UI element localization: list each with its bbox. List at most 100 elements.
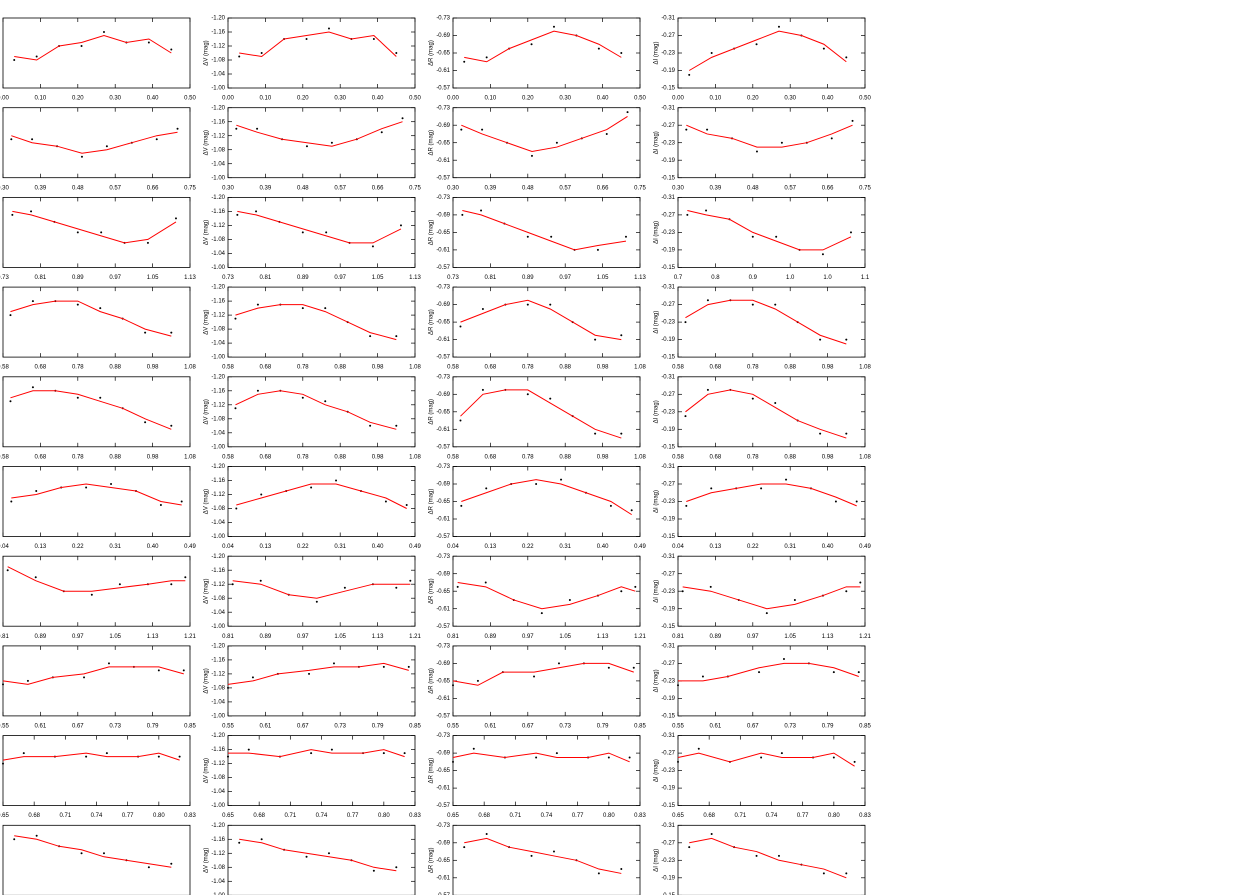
y-tick-label: -1.08 [211,865,225,871]
x-tick-label: 0.81 [672,634,684,640]
y-tick-label: -0.31 [661,285,675,291]
data-point [157,669,160,672]
data-point [630,509,633,512]
x-tick-label: 0.66 [372,185,384,191]
data-point [686,213,689,216]
data-point [557,662,560,665]
x-tick-label: 0.68 [260,454,272,460]
x-tick-label: 0.31 [334,544,346,550]
x-tick-label: 0.00 [672,96,684,102]
data-point [526,393,529,396]
x-tick-label: 1.08 [409,454,421,460]
y-axis-label: ΔR (mag) [429,847,435,873]
fit-curve [460,389,622,439]
data-point [76,396,79,399]
fit-curve [12,210,177,244]
x-tick-label: 0.04 [222,544,234,550]
y-tick-label: -0.15 [661,265,675,271]
data-point [821,253,824,256]
data-point [102,852,105,855]
data-point [706,128,709,131]
x-tick-label: 0.81 [0,634,9,640]
x-tick-label: 1.08 [184,454,196,460]
x-tick-label: 0.89 [297,275,309,281]
panel: -0.31 -0.27 -0.23 -0.19 -0.15 ΔI (mag) [654,823,866,895]
data-point [780,752,783,755]
data-point [10,500,13,503]
fit-curve [461,116,628,152]
data-point [227,755,229,758]
data-point [535,756,538,759]
y-tick-label: -0.69 [436,212,450,218]
fit-curve [462,210,627,251]
plot-frame [452,735,641,806]
data-point [459,419,462,422]
x-tick-label: 0.81 [222,634,234,640]
data-point [380,131,383,134]
data-point [677,760,679,763]
data-point [308,672,311,675]
panel: 0.7 0.8 0.9 1.0 1.0 1.1 -0.31 -0.27 -0.23 -0.19 -0… [654,195,870,281]
y-tick-label: -1.00 [211,444,225,450]
y-tick-label: -0.57 [436,893,450,895]
panel: 0.81 0.89 0.97 1.05 1.13 1.21 -0.31 -0.27 -0.23 -… [654,554,872,640]
data-point [751,235,754,238]
data-point [178,755,181,758]
data-point [83,676,86,679]
y-tick-label: -1.12 [211,671,225,677]
x-tick-label: 1.13 [822,634,834,640]
y-tick-label: -0.27 [661,392,675,398]
x-tick-label: 0.68 [485,365,497,371]
fit-curve [235,304,397,341]
y-tick-label: -1.00 [211,86,225,92]
plot-frame [2,17,191,89]
x-tick-label: 0.67 [522,723,534,729]
y-tick-label: -1.16 [211,119,225,125]
x-tick-label: 0.58 [0,365,9,371]
data-point [105,145,108,148]
data-point [11,213,14,216]
data-point [30,210,33,213]
x-tick-label: 1.13 [597,634,609,640]
data-point [819,432,822,435]
data-point [231,583,234,586]
panel: 0.65 0.68 0.71 0.74 0.77 0.80 0.83 -0.73 -0.69 -0… [429,733,647,819]
x-tick-label: 0.73 [334,723,346,729]
x-tick-label: 0.98 [597,454,609,460]
y-tick-label: -1.16 [211,388,225,394]
x-tick-label: 1.0 [786,275,795,281]
data-point [452,760,454,763]
data-point [758,671,761,674]
x-tick-label: 0.22 [747,544,759,550]
data-point [407,665,410,668]
x-tick-label: 0.10 [35,96,47,102]
data-point [706,388,709,391]
data-point [399,224,402,227]
y-tick-label: -0.69 [436,482,450,488]
x-tick-label: 0.78 [747,365,759,371]
y-tick-label: -1.08 [211,685,225,691]
y-tick-label: -0.65 [436,589,450,595]
x-tick-label: 0.73 [559,723,571,729]
y-tick-label: -0.31 [661,16,675,22]
x-tick-label: 0.30 [559,96,571,102]
panel: 0.55 0.61 0.67 0.73 0.79 0.85 -0.31 -0.27 -0.23 -… [654,643,872,729]
x-tick-label: 0.40 [597,544,609,550]
data-point [857,671,860,674]
data-point [705,209,708,212]
y-tick-label: -0.73 [436,374,450,380]
panel: 0.58 0.68 0.78 0.88 0.98 1.08 -0.73 -0.69 -0.65 -… [429,285,647,371]
data-point [235,127,238,130]
data-point [144,331,147,334]
y-tick-label: -1.00 [211,624,225,630]
y-axis-label: ΔI (mag) [654,221,660,244]
plot-frame [677,555,866,627]
data-point [155,138,158,141]
x-tick-label: 0.48 [297,185,309,191]
data-point [463,60,466,63]
data-point [620,432,623,435]
data-point [777,25,780,28]
x-tick-label: 0.98 [822,365,834,371]
x-tick-label: 0.04 [447,544,459,550]
x-tick-label: 0.67 [72,723,84,729]
